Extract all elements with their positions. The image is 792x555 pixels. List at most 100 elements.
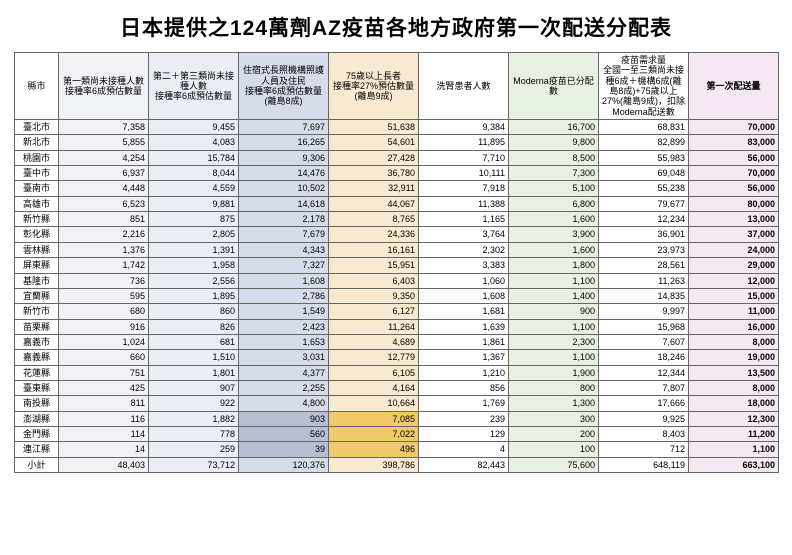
value-cell: 826: [149, 319, 239, 334]
value-cell: 16,700: [509, 120, 599, 135]
value-cell: 12,300: [689, 411, 779, 426]
value-cell: 17,666: [599, 396, 689, 411]
value-cell: 14,835: [599, 288, 689, 303]
table-row: 桃園市4,25415,7849,30627,4287,7108,50055,98…: [15, 150, 779, 165]
value-cell: 811: [59, 396, 149, 411]
table-row: 臺北市7,3589,4557,69751,6389,38416,70068,83…: [15, 120, 779, 135]
value-cell: 44,067: [329, 196, 419, 211]
city-cell: 金門縣: [15, 426, 59, 441]
value-cell: 24,336: [329, 227, 419, 242]
value-cell: 1,681: [419, 304, 509, 319]
city-cell: 屏東縣: [15, 258, 59, 273]
value-cell: 9,455: [149, 120, 239, 135]
city-cell: 小計: [15, 457, 59, 472]
value-cell: 1,100: [689, 442, 779, 457]
value-cell: 11,200: [689, 426, 779, 441]
value-cell: 3,031: [239, 350, 329, 365]
value-cell: 1,367: [419, 350, 509, 365]
city-cell: 新竹縣: [15, 212, 59, 227]
value-cell: 116: [59, 411, 149, 426]
city-cell: 花蓮縣: [15, 365, 59, 380]
value-cell: 11,895: [419, 135, 509, 150]
value-cell: 7,327: [239, 258, 329, 273]
value-cell: 900: [509, 304, 599, 319]
table-row: 屏東縣1,7421,9587,32715,9513,3831,80028,561…: [15, 258, 779, 273]
value-cell: 11,000: [689, 304, 779, 319]
value-cell: 922: [149, 396, 239, 411]
value-cell: 1,958: [149, 258, 239, 273]
city-cell: 連江縣: [15, 442, 59, 457]
value-cell: 1,600: [509, 212, 599, 227]
col-header: 第一類尚未接種人數接種率6成預估數量: [59, 53, 149, 120]
value-cell: 660: [59, 350, 149, 365]
value-cell: 54,601: [329, 135, 419, 150]
value-cell: 1,639: [419, 319, 509, 334]
value-cell: 7,807: [599, 380, 689, 395]
value-cell: 1,549: [239, 304, 329, 319]
value-cell: 18,000: [689, 396, 779, 411]
value-cell: 2,178: [239, 212, 329, 227]
value-cell: 27,428: [329, 150, 419, 165]
value-cell: 1,300: [509, 396, 599, 411]
col-header: 75歲以上長者接種率27%預估數量(離島9成): [329, 53, 419, 120]
value-cell: 1,895: [149, 288, 239, 303]
value-cell: 1,100: [509, 350, 599, 365]
value-cell: 4,448: [59, 181, 149, 196]
page-title: 日本提供之124萬劑AZ疫苗各地方政府第一次配送分配表: [14, 12, 778, 42]
table-row: 雲林縣1,3761,3914,34316,1612,3021,60023,973…: [15, 242, 779, 257]
value-cell: 6,937: [59, 166, 149, 181]
value-cell: 4: [419, 442, 509, 457]
value-cell: 860: [149, 304, 239, 319]
value-cell: 83,000: [689, 135, 779, 150]
table-row: 新竹縣8518752,1788,7651,1651,60012,23413,00…: [15, 212, 779, 227]
value-cell: 82,443: [419, 457, 509, 472]
value-cell: 1,608: [239, 273, 329, 288]
col-header: 住宿式長照機構照護人員及住民接種率6成預估數量(離島8成): [239, 53, 329, 120]
value-cell: 8,403: [599, 426, 689, 441]
value-cell: 5,855: [59, 135, 149, 150]
value-cell: 11,263: [599, 273, 689, 288]
value-cell: 648,119: [599, 457, 689, 472]
value-cell: 663,100: [689, 457, 779, 472]
value-cell: 6,105: [329, 365, 419, 380]
value-cell: 11,388: [419, 196, 509, 211]
value-cell: 14: [59, 442, 149, 457]
value-cell: 259: [149, 442, 239, 457]
value-cell: 4,559: [149, 181, 239, 196]
value-cell: 23,973: [599, 242, 689, 257]
value-cell: 2,302: [419, 242, 509, 257]
value-cell: 1,600: [509, 242, 599, 257]
table-row: 花蓮縣7511,8014,3776,1051,2101,90012,34413,…: [15, 365, 779, 380]
value-cell: 2,786: [239, 288, 329, 303]
value-cell: 4,164: [329, 380, 419, 395]
value-cell: 1,376: [59, 242, 149, 257]
table-row: 基隆市7362,5561,6086,4031,0601,10011,26312,…: [15, 273, 779, 288]
value-cell: 55,238: [599, 181, 689, 196]
city-cell: 臺中市: [15, 166, 59, 181]
city-cell: 基隆市: [15, 273, 59, 288]
value-cell: 1,391: [149, 242, 239, 257]
value-cell: 9,997: [599, 304, 689, 319]
value-cell: 1,800: [509, 258, 599, 273]
value-cell: 875: [149, 212, 239, 227]
value-cell: 9,925: [599, 411, 689, 426]
value-cell: 129: [419, 426, 509, 441]
value-cell: 9,350: [329, 288, 419, 303]
value-cell: 2,300: [509, 334, 599, 349]
value-cell: 7,300: [509, 166, 599, 181]
city-cell: 南投縣: [15, 396, 59, 411]
value-cell: 6,800: [509, 196, 599, 211]
value-cell: 12,000: [689, 273, 779, 288]
value-cell: 6,127: [329, 304, 419, 319]
value-cell: 1,165: [419, 212, 509, 227]
value-cell: 7,022: [329, 426, 419, 441]
value-cell: 37,000: [689, 227, 779, 242]
value-cell: 15,784: [149, 150, 239, 165]
value-cell: 15,000: [689, 288, 779, 303]
value-cell: 239: [419, 411, 509, 426]
table-row: 苗栗縣9168262,42311,2641,6391,10015,96816,0…: [15, 319, 779, 334]
value-cell: 12,779: [329, 350, 419, 365]
value-cell: 120,376: [239, 457, 329, 472]
value-cell: 7,679: [239, 227, 329, 242]
value-cell: 8,044: [149, 166, 239, 181]
